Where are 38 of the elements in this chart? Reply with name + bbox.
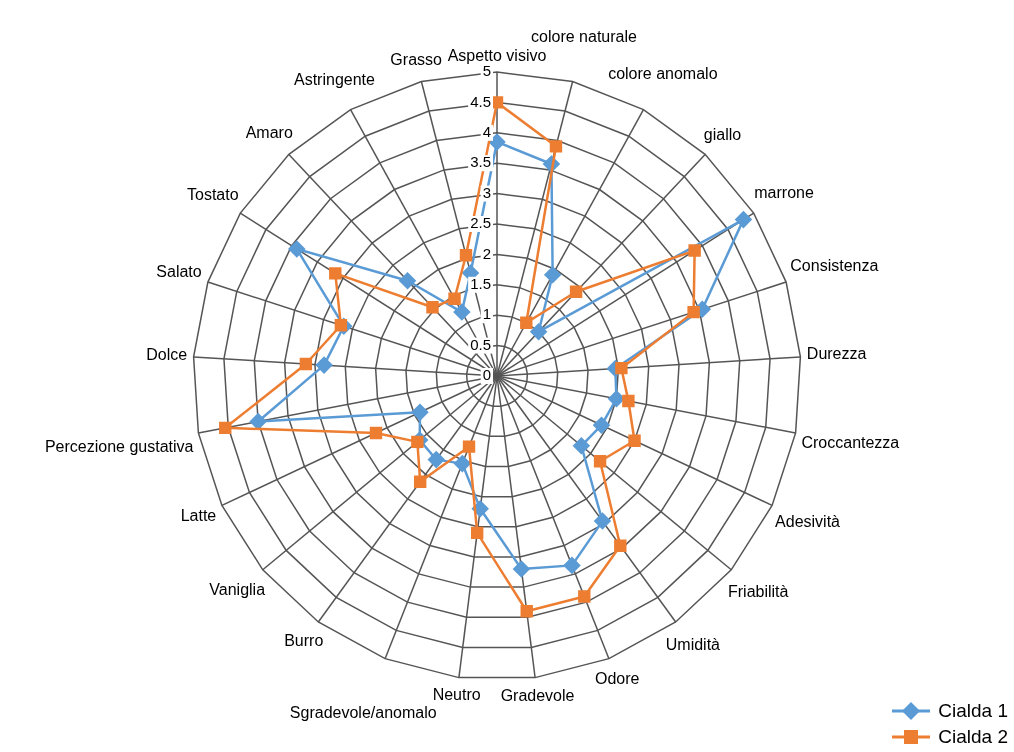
y-tick-label: 2 [482, 244, 491, 262]
y-tick-label: 3 [482, 183, 491, 201]
spoke-label: Durezza [806, 345, 867, 363]
spoke-label: colore anomalo [608, 64, 718, 82]
spoke-label: Dolce [146, 345, 188, 363]
spoke-label: Astringente [294, 70, 376, 88]
y-tick-label: 1 [482, 305, 491, 323]
y-tick-label: 1.5 [470, 274, 491, 292]
spoke-label: Umidità [665, 635, 721, 653]
y-tick-label: 4.5 [470, 92, 491, 110]
spoke-label: Croccantezza [801, 433, 900, 451]
spoke-label: Vaniglia [209, 581, 266, 599]
spoke-label: Neutro [432, 685, 481, 703]
spoke-label: Aspetto visivo [447, 47, 547, 65]
spoke-label: marrone [754, 184, 814, 202]
spoke-label: Grasso [390, 51, 443, 69]
spoke-label: colore naturale [531, 27, 638, 45]
legend-label: Cialda 1 [938, 700, 1008, 722]
spoke-label: Tostato [187, 186, 239, 204]
spoke-label: Adesività [775, 512, 841, 530]
spoke-label: Salato [156, 263, 202, 281]
y-tick-label: 3.5 [470, 153, 491, 171]
y-tick-label: 5 [482, 62, 491, 80]
spoke-label: Latte [180, 506, 217, 524]
spoke-label: Friabilità [727, 582, 789, 600]
spoke-label: giallo [703, 126, 742, 144]
spoke-label: Sgradevole/anomalo [289, 704, 437, 722]
spoke-label: Burro [284, 632, 324, 650]
y-tick-label: 4 [482, 122, 491, 140]
y-tick-label: 0 [482, 366, 491, 384]
spoke-label: Consistenza [790, 256, 879, 274]
y-tick-label: 2.5 [470, 214, 491, 232]
y-tick-label: 0.5 [470, 335, 491, 353]
legend-label: Cialda 2 [938, 726, 1008, 748]
spoke-label: Amaro [245, 123, 293, 141]
spoke-label: Gradevole [500, 687, 575, 705]
spoke-label: Percezione gustativa [44, 438, 194, 456]
spoke-label: Odore [594, 670, 640, 688]
